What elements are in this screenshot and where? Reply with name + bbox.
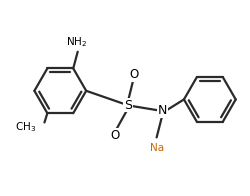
Text: Na: Na [150,142,164,152]
Text: S: S [124,99,132,112]
Text: O: O [129,68,138,82]
Text: N: N [158,104,167,117]
Text: NH$_2$: NH$_2$ [66,36,87,49]
Text: CH$_3$: CH$_3$ [15,120,36,134]
Text: O: O [110,129,120,142]
